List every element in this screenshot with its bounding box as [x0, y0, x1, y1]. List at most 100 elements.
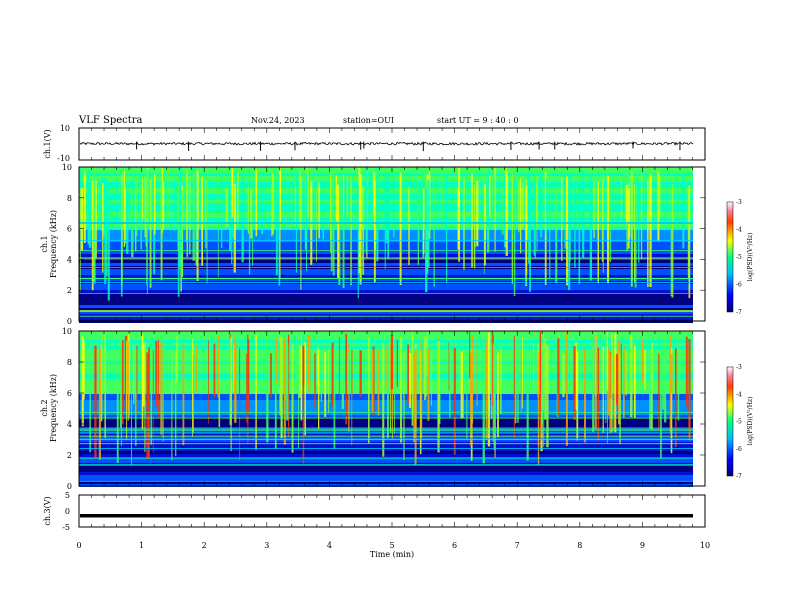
spectrogram-streak [135, 177, 138, 237]
spectrogram-line [79, 222, 693, 224]
spectrogram-streak [331, 342, 334, 407]
spectrogram-streak [400, 336, 403, 443]
spectrogram-streak [476, 180, 479, 247]
spectrogram-streak [123, 170, 125, 247]
spectrogram-streak [605, 343, 607, 423]
spectrogram-streak [584, 348, 586, 443]
spectrogram-streak [582, 169, 585, 259]
spectrogram-streak [427, 347, 430, 421]
spectrogram-streak [549, 181, 551, 278]
spectrogram-streak [275, 189, 278, 276]
x-tick-label: 3 [264, 541, 269, 550]
spectrogram-streak [127, 341, 129, 421]
spectrogram-band [79, 478, 693, 481]
spectrogram-streak [126, 188, 129, 254]
spectrogram-line [79, 315, 693, 317]
spectrogram-streak [316, 187, 317, 262]
spectrogram-band [79, 427, 693, 430]
spectrogram-streak [682, 174, 685, 249]
spectrogram-streak [368, 337, 370, 444]
spectrogram-streak [641, 339, 644, 381]
spectrogram-band [79, 436, 693, 439]
spectrogram-streak [545, 178, 547, 237]
spectrogram-streak [423, 189, 425, 254]
spectrogram-streak [144, 343, 146, 453]
spectrogram-band [79, 445, 693, 448]
spectrogram-streak [589, 175, 592, 281]
spectrogram-streak [157, 339, 159, 419]
x-tick-label: 8 [577, 541, 582, 550]
spectrogram-streak [525, 186, 527, 275]
spectrogram-streak [182, 344, 185, 446]
x-tick-label: 7 [515, 541, 520, 550]
spectrogram-band [79, 421, 693, 424]
spectrogram-streak [247, 339, 250, 413]
spectrogram-line [79, 480, 693, 482]
spectrogram-streak [515, 174, 517, 214]
spectrogram-streak [185, 169, 188, 242]
spectrogram-streak [274, 335, 277, 449]
spectrogram-streak [541, 333, 543, 425]
spectrogram-streak [173, 179, 175, 232]
spectrogram-streak [544, 338, 547, 420]
spectrogram-streak [566, 176, 569, 286]
spectrogram-streak [634, 184, 637, 288]
spectrogram-streak [382, 342, 385, 457]
spectrogram-band [79, 433, 693, 436]
spectrogram-streak [371, 350, 374, 412]
ch3-waveform-panel: 5 0 -5 ch.3(V) [43, 491, 706, 532]
colorbar-tick-label: -5 [736, 254, 742, 261]
colorbar-tick-label: -6 [736, 446, 742, 453]
x-tick-label: 5 [389, 541, 394, 550]
spectrogram-band [79, 472, 693, 475]
spectrogram-streak [562, 354, 565, 398]
spectrogram-band [79, 397, 693, 400]
spectrogram-streak [341, 349, 344, 410]
spectrogram-streak [98, 347, 101, 460]
spectrogram-streak [192, 339, 193, 437]
spectrogram-streak [192, 170, 195, 261]
spectrogram-band [79, 337, 693, 340]
spectrogram-streak [107, 186, 110, 301]
spectrogram-streak [300, 346, 303, 421]
spectrogram-streak [116, 347, 119, 463]
spectrogram-band [79, 296, 693, 299]
colorbar-tick-label: -3 [736, 199, 742, 206]
spectrogram-streak [412, 335, 414, 415]
spectrogram-streak [161, 181, 163, 276]
spectrogram-band [79, 260, 693, 263]
spectrogram-band [79, 173, 693, 176]
spectrogram-band [79, 481, 693, 484]
spectrogram-band [79, 275, 693, 278]
spectrogram-streak [573, 346, 576, 421]
spectrogram-streak [252, 173, 254, 266]
spectrogram-streak [561, 177, 563, 262]
spectrogram-line [79, 448, 693, 449]
spectrogram-streak [278, 174, 281, 286]
spectrogram-streak [441, 171, 444, 216]
spectrogram-streak [437, 340, 440, 453]
x-tick-label: 4 [327, 541, 332, 550]
spectrogram-streak [613, 352, 615, 431]
spectrogram-streak [324, 351, 327, 417]
spectrogram-streak [520, 348, 522, 412]
spectrogram-streak [396, 339, 398, 387]
ch1-colorbar [726, 201, 734, 313]
spectrogram-band [79, 317, 693, 320]
ch3-ytick-mid: 0 [65, 507, 70, 516]
spectrogram-streak [471, 335, 474, 424]
spectrogram-streak [487, 169, 490, 228]
spectrogram-streak [317, 346, 319, 386]
spectrogram-streak [280, 337, 283, 438]
spectrogram-streak [225, 187, 228, 227]
spectrogram-streak [630, 335, 633, 418]
spectrogram-streak [420, 340, 423, 440]
spectrogram-streak [605, 335, 608, 395]
ch2-colorbar-label: log(PSD)(V²/Hz) [747, 397, 754, 446]
spectrogram-streak [505, 171, 508, 256]
spectrogram-line [79, 250, 693, 252]
spectrogram-streak [304, 174, 308, 250]
spectrogram-streak [409, 169, 411, 212]
y-tick-label: 6 [67, 389, 72, 398]
spectrogram-band [79, 400, 693, 403]
